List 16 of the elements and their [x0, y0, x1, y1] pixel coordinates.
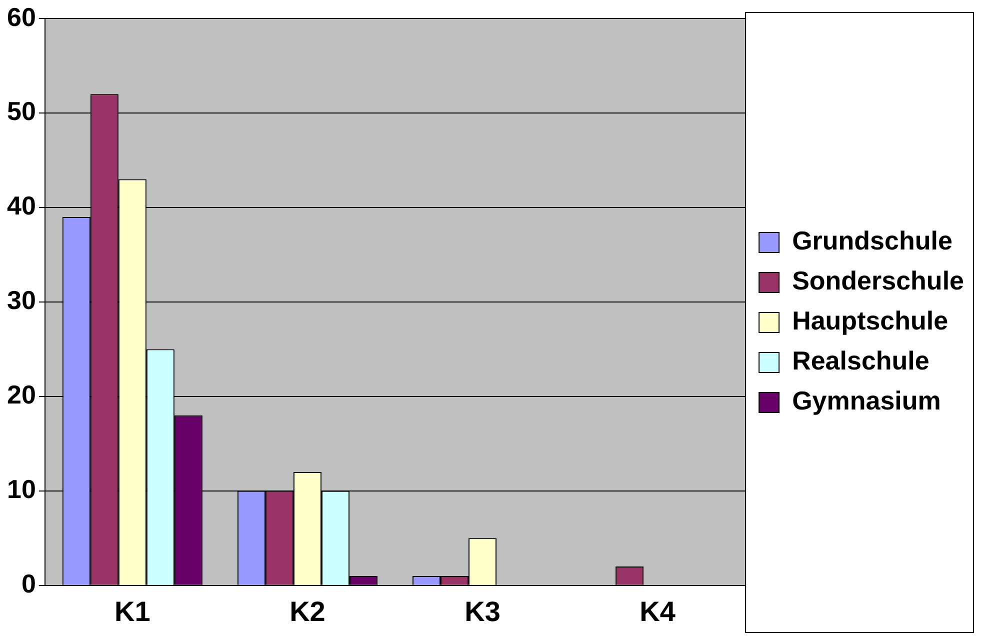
legend-label: Gymnasium: [792, 386, 941, 416]
x-tick-label: K1: [114, 596, 150, 627]
y-tick-label: 20: [7, 380, 36, 410]
y-tick-label: 60: [7, 2, 36, 32]
x-tick-label: K4: [640, 596, 676, 627]
x-tick-label: K3: [464, 596, 500, 627]
legend-label: Grundschule: [792, 226, 952, 256]
x-tick-label: K2: [290, 596, 326, 627]
legend-label: Hauptschule: [792, 306, 948, 336]
y-tick-label: 10: [7, 474, 36, 504]
legend-label: Realschule: [792, 346, 930, 376]
y-tick-label: 0: [21, 568, 36, 599]
y-tick-label: 40: [7, 190, 36, 221]
legend-label: Sonderschule: [792, 266, 964, 296]
y-tick-label: 30: [7, 285, 36, 316]
y-tick-label: 50: [7, 96, 36, 126]
